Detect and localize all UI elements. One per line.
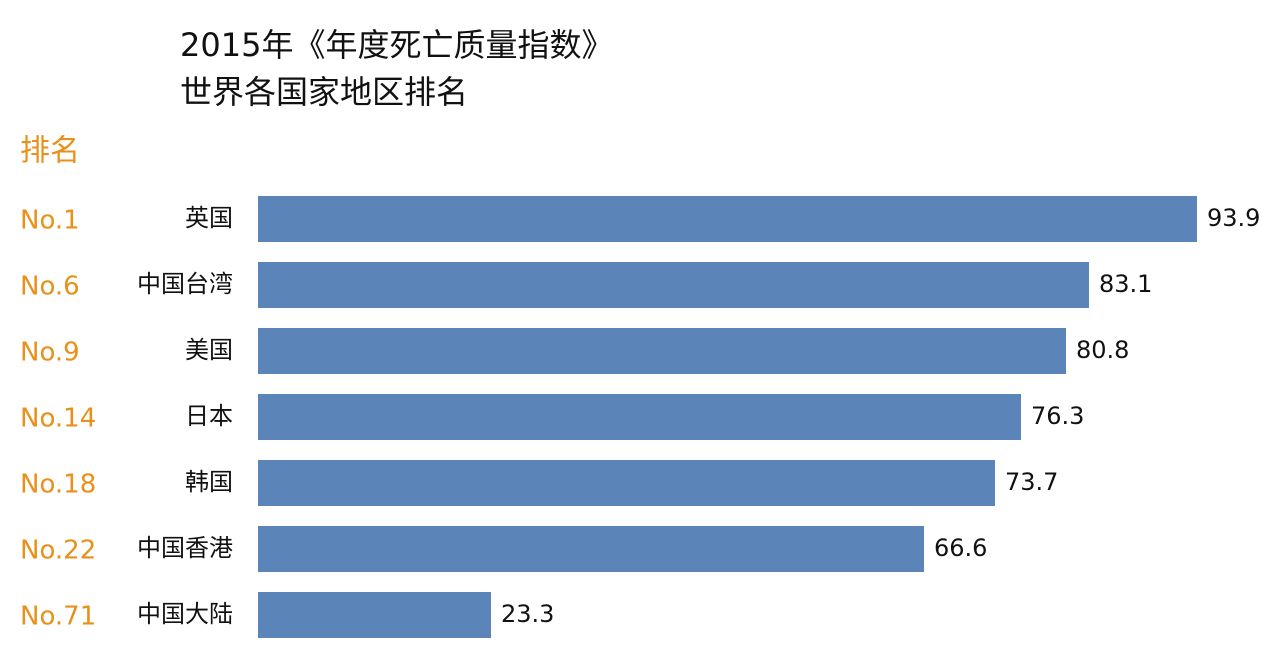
category-label: 中国香港 <box>137 534 233 562</box>
chart-title: 2015年《年度死亡质量指数》 <box>180 26 613 64</box>
rank-label: No.6 <box>20 272 80 302</box>
value-label: 66.6 <box>934 534 987 562</box>
rank-label: No.1 <box>20 206 80 236</box>
category-label: 中国台湾 <box>137 270 233 298</box>
rank-label: No.9 <box>20 338 80 368</box>
rank-label: No.14 <box>20 404 96 434</box>
bar <box>258 262 1089 308</box>
value-label: 76.3 <box>1031 402 1084 430</box>
category-label: 英国 <box>185 204 233 232</box>
rank-label: No.71 <box>20 602 96 632</box>
bar <box>258 526 924 572</box>
bar <box>258 460 995 506</box>
chart-subtitle: 世界各国家地区排名 <box>180 73 468 111</box>
category-label: 日本 <box>185 402 233 430</box>
value-label: 93.9 <box>1207 204 1260 232</box>
bar <box>258 328 1066 374</box>
rank-label: No.18 <box>20 470 96 500</box>
value-label: 23.3 <box>501 600 554 628</box>
value-label: 73.7 <box>1005 468 1058 496</box>
bar <box>258 196 1197 242</box>
rank-label: No.22 <box>20 536 96 566</box>
category-label: 美国 <box>185 336 233 364</box>
bar <box>258 592 491 638</box>
category-label: 中国大陆 <box>137 600 233 628</box>
value-label: 83.1 <box>1099 270 1152 298</box>
rank-header: 排名 <box>20 134 80 169</box>
category-label: 韩国 <box>185 468 233 496</box>
value-label: 80.8 <box>1076 336 1129 364</box>
bar <box>258 394 1021 440</box>
